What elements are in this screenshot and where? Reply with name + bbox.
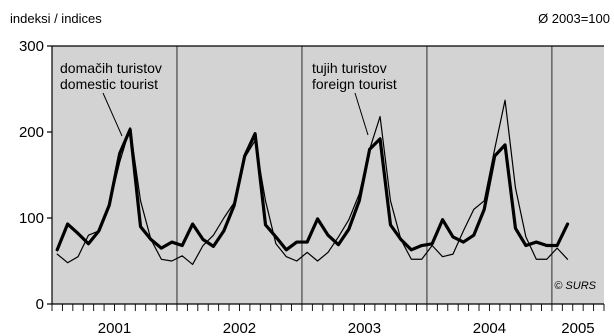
- domestic-series-label-line-2: domestic tourist: [60, 76, 158, 92]
- year-label: 2001: [98, 320, 131, 336]
- domestic-series-label-line-1: domačih turistov: [60, 60, 162, 76]
- foreign-label-leader: [354, 92, 369, 136]
- year-label: 2002: [223, 320, 256, 336]
- y-tick-label: 200: [19, 124, 44, 141]
- unit-label: indeksi / indices: [10, 11, 102, 26]
- y-tick-label: 300: [19, 38, 44, 55]
- foreign-series-label-line-1: tujih turistov: [312, 60, 387, 76]
- domestic-series-label: domačih turistov domestic tourist: [60, 60, 166, 92]
- base-label: Ø 2003=100: [538, 11, 610, 26]
- year-label: 2005: [561, 320, 594, 336]
- y-tick-label: 100: [19, 210, 44, 227]
- foreign-tourists-line: [56, 99, 569, 266]
- domestic-tourists-line: [55, 127, 570, 252]
- year-label: 2004: [473, 320, 506, 336]
- year-separators: [176, 46, 553, 304]
- year-label: 2003: [348, 320, 381, 336]
- credit-label: © SURS: [554, 280, 596, 292]
- y-axis: 0 100 200 300: [19, 38, 53, 313]
- x-axis-ticks: [51, 304, 605, 311]
- y-tick-label: 0: [36, 296, 44, 313]
- x-axis-year-labels: 2001 2002 2003 2004 2005: [98, 320, 595, 336]
- series-group: [55, 99, 570, 266]
- foreign-series-label: tujih turistov foreign tourist: [312, 60, 397, 92]
- domestic-label-leader: [102, 92, 123, 137]
- foreign-series-label-line-2: foreign tourist: [312, 76, 397, 92]
- plot-area: [52, 46, 604, 304]
